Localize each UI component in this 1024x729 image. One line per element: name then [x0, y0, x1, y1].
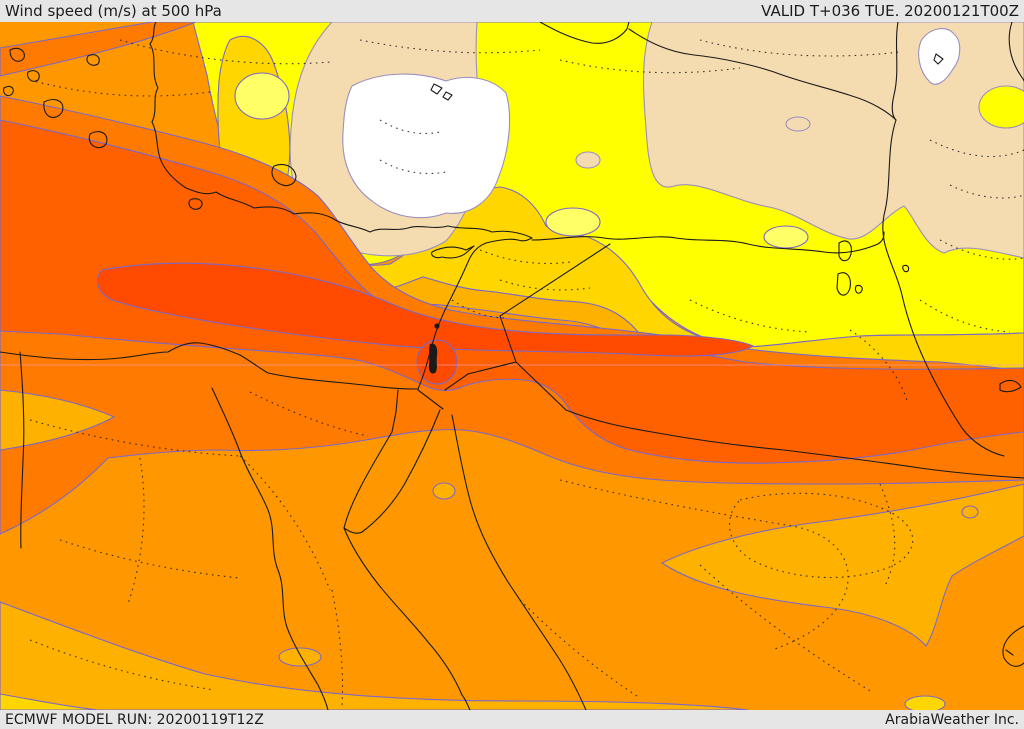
coastlines-and-borders [0, 22, 1024, 710]
egypt-libya-border [20, 352, 24, 548]
saudi-redsea-coast [452, 415, 586, 710]
gold-corner-southwest [0, 694, 98, 710]
amber-band-bottom [0, 602, 748, 710]
dark-orange-band-nw [0, 22, 196, 76]
amber-wedge-southeast [662, 484, 1024, 646]
persian-gulf-coast [1003, 626, 1024, 666]
amber-wedge-west [0, 390, 114, 450]
pale-yellow-spot-syria [545, 207, 601, 237]
turkey-syria-border [532, 232, 884, 253]
urmia-lake [934, 54, 943, 64]
syria-iraq-border [500, 244, 610, 316]
jordan-borders [418, 316, 516, 409]
model-run-label: ECMWF MODEL RUN: 20200119T12Z [5, 711, 264, 728]
page-title: Wind speed (m/s) at 500 hPa [5, 2, 222, 20]
iraq-lakes [837, 241, 909, 295]
iraq-marshes [1000, 380, 1021, 391]
admin-dotted-borders [30, 40, 1024, 706]
iraq-saudi-border [516, 362, 1024, 478]
amber-spot-sinai-east [432, 482, 456, 500]
white-region-anatolia [343, 74, 510, 218]
blacksea-coast [540, 22, 629, 43]
caucasus-borders [629, 29, 896, 120]
jet-red-core [97, 263, 753, 356]
armenia-border [892, 22, 898, 120]
nile-river [212, 388, 328, 710]
aqaba-gulf [344, 410, 440, 533]
cream-spot-2 [785, 116, 811, 132]
dead-sea [428, 343, 438, 374]
amber-spot-nile [278, 647, 322, 667]
weather-map [0, 22, 1024, 710]
header-bar: Wind speed (m/s) at 500 hPa VALID T+036 … [0, 0, 1024, 22]
lakes-filled [428, 323, 440, 374]
cyprus-island [432, 246, 474, 258]
suez-redsea-coast [344, 390, 470, 710]
gold-spot-bottom-east [904, 695, 946, 710]
yellow-notch-east [978, 85, 1024, 129]
pale-yellow-spot-west [234, 72, 290, 120]
jet-core-deadsea [416, 339, 458, 385]
footer-bar: ECMWF MODEL RUN: 20200119T12Z ArabiaWeat… [0, 710, 1024, 729]
valid-time-label: VALID T+036 TUE. 20200121T00Z [761, 2, 1019, 20]
cream-spot-1 [575, 151, 601, 169]
iran-border [883, 120, 1004, 456]
sea-of-galilee [434, 323, 440, 329]
contour-fill-regions [0, 22, 1024, 710]
turkey-lakes [272, 84, 452, 186]
pale-yellow-spot-iraq [763, 225, 809, 249]
amber-dot-east [961, 505, 979, 519]
aegean-islands [4, 48, 202, 209]
coastline-mediterranean [0, 22, 532, 389]
jet-red-band [0, 120, 1024, 463]
brand-label: ArabiaWeather Inc. [885, 711, 1019, 728]
